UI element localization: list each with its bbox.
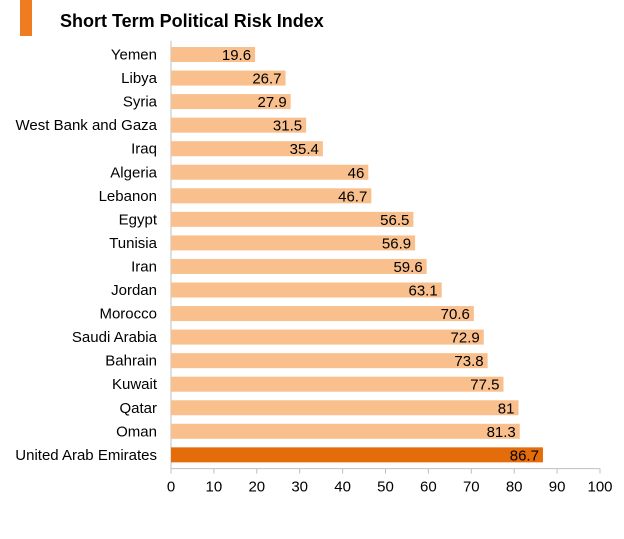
bar <box>171 47 256 62</box>
data-label: 46.7 <box>338 188 367 205</box>
bar <box>171 235 416 251</box>
bar <box>171 70 286 86</box>
x-tick-label: 70 <box>463 479 480 496</box>
title-accent-bar <box>20 0 32 36</box>
data-label: 31.5 <box>273 118 302 135</box>
category-label: Qatar <box>119 400 157 417</box>
bar <box>171 353 488 369</box>
data-label: 19.6 <box>222 47 251 64</box>
bar <box>171 117 307 133</box>
bar <box>171 211 414 227</box>
x-tick-label: 50 <box>377 479 394 496</box>
chart-title: Short Term Political Risk Index <box>60 11 324 31</box>
data-label: 72.9 <box>451 330 480 347</box>
category-label: Syria <box>123 94 158 111</box>
bar <box>171 164 369 180</box>
data-label: 77.5 <box>470 377 499 394</box>
bar <box>171 400 519 416</box>
category-label: Yemen <box>111 47 157 64</box>
category-label: Bahrain <box>105 353 157 370</box>
x-tick-label: 10 <box>206 479 223 496</box>
data-label: 56.9 <box>382 235 411 252</box>
category-label: United Arab Emirates <box>15 447 157 464</box>
data-label: 46 <box>348 165 365 182</box>
x-tick-label: 60 <box>420 479 437 496</box>
data-label: 26.7 <box>252 71 281 88</box>
category-label: Kuwait <box>112 376 158 393</box>
category-label: Tunisia <box>109 235 157 252</box>
x-tick-label: 100 <box>587 479 612 496</box>
category-label: West Bank and Gaza <box>16 117 158 134</box>
data-label: 86.7 <box>510 447 539 464</box>
bar <box>171 188 372 204</box>
data-label: 56.5 <box>380 212 409 229</box>
data-label: 73.8 <box>454 353 483 370</box>
category-label: Lebanon <box>99 188 157 205</box>
data-label: 63.1 <box>408 283 437 300</box>
bar <box>171 447 543 463</box>
category-label: Iraq <box>131 141 157 158</box>
category-label: Morocco <box>99 306 157 323</box>
bar <box>171 376 504 392</box>
x-tick-label: 20 <box>248 479 265 496</box>
data-label: 27.9 <box>257 94 286 111</box>
x-tick-label: 30 <box>291 479 308 496</box>
x-tick-label: 0 <box>167 479 175 496</box>
bar <box>171 282 442 298</box>
data-label: 70.6 <box>441 306 470 323</box>
category-label: Libya <box>121 70 158 87</box>
category-label: Saudi Arabia <box>72 329 158 346</box>
bar <box>171 258 427 274</box>
bar <box>171 306 474 322</box>
x-tick-label: 80 <box>506 479 523 496</box>
data-label: 81 <box>498 400 515 417</box>
data-label: 35.4 <box>290 141 319 158</box>
data-label: 81.3 <box>487 424 516 441</box>
bar <box>171 423 520 439</box>
category-label: Egypt <box>119 211 158 228</box>
bar <box>171 94 291 110</box>
category-label: Iran <box>131 258 157 275</box>
x-tick-label: 40 <box>334 479 351 496</box>
x-tick-label: 90 <box>549 479 566 496</box>
category-label: Jordan <box>111 282 157 299</box>
bar <box>171 329 484 345</box>
category-label: Oman <box>116 423 157 440</box>
bar <box>171 141 323 157</box>
data-label: 59.6 <box>393 259 422 276</box>
category-label: Algeria <box>110 164 157 181</box>
